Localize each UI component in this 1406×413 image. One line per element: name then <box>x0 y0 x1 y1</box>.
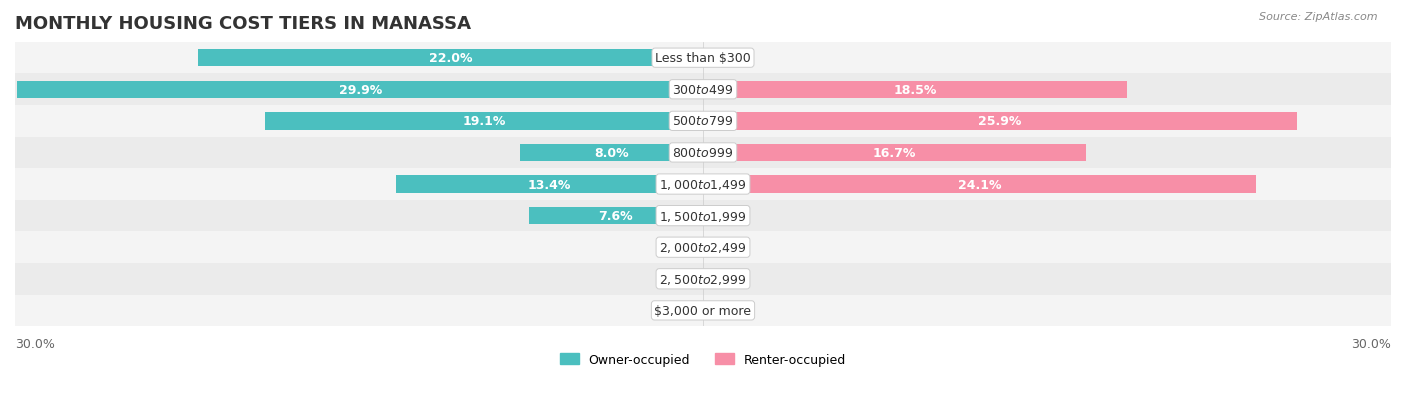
Text: 0.0%: 0.0% <box>714 273 747 286</box>
Text: 0.0%: 0.0% <box>714 241 747 254</box>
Text: $1,000 to $1,499: $1,000 to $1,499 <box>659 178 747 192</box>
Text: 0.0%: 0.0% <box>659 241 692 254</box>
Text: 29.9%: 29.9% <box>339 83 382 97</box>
Bar <box>264 113 703 130</box>
Text: 16.7%: 16.7% <box>873 147 917 159</box>
Bar <box>703 81 1128 99</box>
Bar <box>696 271 703 288</box>
Text: 19.1%: 19.1% <box>463 115 506 128</box>
Text: Source: ZipAtlas.com: Source: ZipAtlas.com <box>1260 12 1378 22</box>
Bar <box>529 207 703 225</box>
Legend: Owner-occupied, Renter-occupied: Owner-occupied, Renter-occupied <box>555 348 851 371</box>
Bar <box>703 50 710 67</box>
Bar <box>703 239 710 256</box>
Bar <box>15 106 1391 137</box>
Bar <box>703 176 1256 193</box>
Bar <box>703 113 1296 130</box>
Bar <box>395 176 703 193</box>
Text: 0.0%: 0.0% <box>659 304 692 317</box>
Text: 30.0%: 30.0% <box>1351 337 1391 350</box>
Bar <box>703 271 710 288</box>
Text: 18.5%: 18.5% <box>893 83 936 97</box>
Text: $300 to $499: $300 to $499 <box>672 83 734 97</box>
Text: 24.1%: 24.1% <box>957 178 1001 191</box>
Text: 30.0%: 30.0% <box>15 337 55 350</box>
Text: 25.9%: 25.9% <box>979 115 1022 128</box>
Bar <box>15 74 1391 106</box>
Bar <box>703 302 710 319</box>
Bar <box>15 263 1391 295</box>
Text: 22.0%: 22.0% <box>429 52 472 65</box>
Text: $1,500 to $1,999: $1,500 to $1,999 <box>659 209 747 223</box>
Text: 0.0%: 0.0% <box>714 52 747 65</box>
Text: 7.6%: 7.6% <box>599 210 633 223</box>
Bar <box>15 295 1391 326</box>
Text: 0.0%: 0.0% <box>714 210 747 223</box>
Bar <box>696 239 703 256</box>
Text: $800 to $999: $800 to $999 <box>672 147 734 159</box>
Text: $500 to $799: $500 to $799 <box>672 115 734 128</box>
Text: Less than $300: Less than $300 <box>655 52 751 65</box>
Bar <box>15 232 1391 263</box>
Text: 13.4%: 13.4% <box>527 178 571 191</box>
Text: $2,000 to $2,499: $2,000 to $2,499 <box>659 241 747 254</box>
Text: $3,000 or more: $3,000 or more <box>655 304 751 317</box>
Bar <box>703 207 710 225</box>
Bar <box>15 43 1391 74</box>
Bar <box>703 145 1085 162</box>
Bar <box>198 50 703 67</box>
Bar <box>15 137 1391 169</box>
Text: $2,500 to $2,999: $2,500 to $2,999 <box>659 272 747 286</box>
Bar <box>520 145 703 162</box>
Bar <box>17 81 703 99</box>
Text: 0.0%: 0.0% <box>714 304 747 317</box>
Text: 0.0%: 0.0% <box>659 273 692 286</box>
Bar <box>15 169 1391 200</box>
Bar <box>696 302 703 319</box>
Text: 8.0%: 8.0% <box>593 147 628 159</box>
Bar <box>15 200 1391 232</box>
Text: MONTHLY HOUSING COST TIERS IN MANASSA: MONTHLY HOUSING COST TIERS IN MANASSA <box>15 15 471 33</box>
